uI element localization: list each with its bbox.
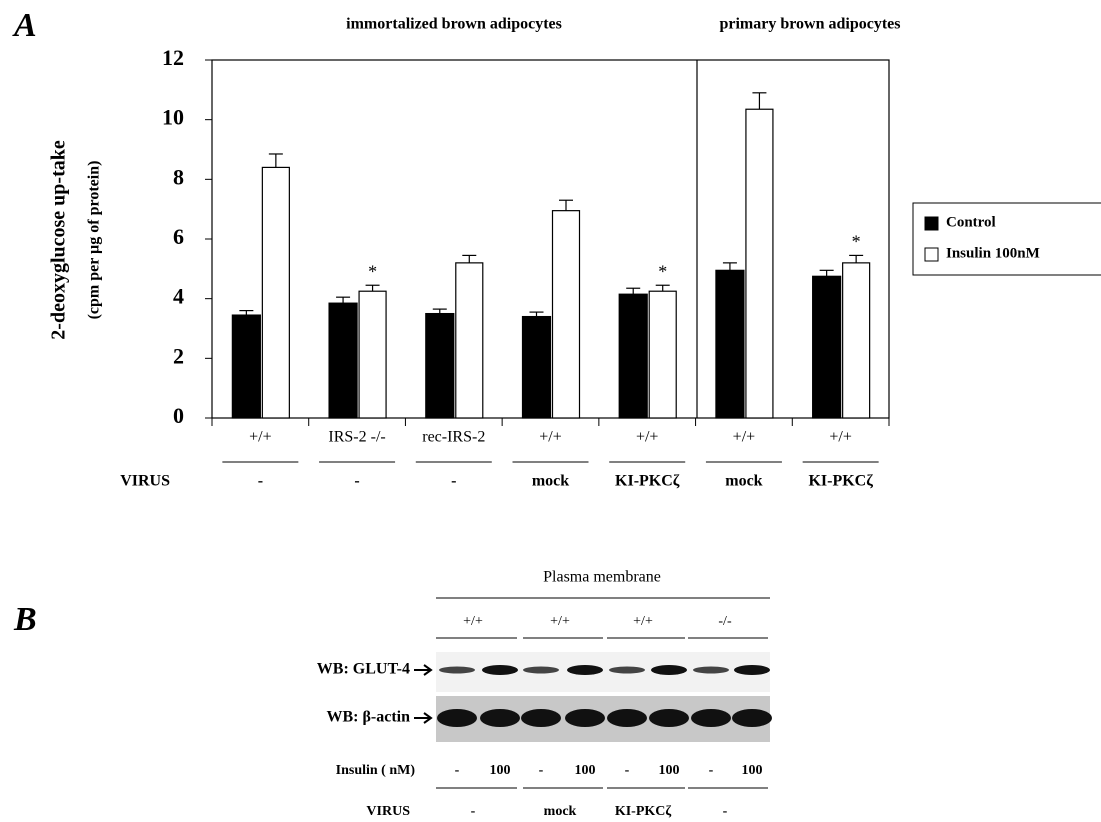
band bbox=[437, 709, 477, 727]
band bbox=[609, 667, 645, 674]
virus-label: - bbox=[451, 473, 456, 490]
bar bbox=[716, 270, 744, 418]
significance: * bbox=[658, 261, 667, 281]
row-label: VIRUS bbox=[366, 804, 410, 819]
genotype-label: +/+ bbox=[463, 614, 483, 629]
virus-label: KI-PKCζ bbox=[615, 473, 680, 490]
x-tick-label: +/+ bbox=[829, 429, 852, 446]
significance: * bbox=[852, 232, 861, 252]
virus-label: - bbox=[258, 473, 263, 490]
band bbox=[651, 665, 687, 675]
insulin-label: - bbox=[709, 763, 714, 778]
y-tick-label: 6 bbox=[173, 224, 184, 249]
band bbox=[649, 709, 689, 727]
bar bbox=[746, 109, 773, 418]
arrow bbox=[414, 713, 431, 723]
bar bbox=[359, 291, 386, 418]
virus-label: mock bbox=[532, 473, 569, 490]
band bbox=[693, 667, 729, 674]
page: {"chart_data": {"type": "bar", "panel_la… bbox=[0, 0, 1101, 822]
y-tick-label: 0 bbox=[173, 403, 184, 428]
band bbox=[734, 665, 770, 675]
band bbox=[523, 667, 559, 674]
bar bbox=[649, 291, 676, 418]
y-tick-label: 8 bbox=[173, 164, 184, 189]
significance: * bbox=[368, 261, 377, 281]
bar bbox=[619, 294, 647, 418]
bar bbox=[456, 263, 483, 418]
band bbox=[567, 665, 603, 675]
x-tick-label: +/+ bbox=[733, 429, 756, 446]
bar bbox=[843, 263, 870, 418]
x-tick-label: +/+ bbox=[249, 429, 272, 446]
band bbox=[607, 709, 647, 727]
virus-label: - bbox=[354, 473, 359, 490]
bar bbox=[523, 317, 551, 418]
legend-label: Insulin 100nM bbox=[946, 245, 1040, 261]
legend-swatch bbox=[925, 217, 938, 230]
bar bbox=[329, 303, 357, 418]
x-tick-label: rec-IRS-2 bbox=[422, 429, 485, 446]
blot-title: Plasma membrane bbox=[543, 569, 661, 586]
band bbox=[691, 709, 731, 727]
bar bbox=[262, 167, 289, 418]
insulin-label: 100 bbox=[490, 763, 511, 778]
insulin-label: - bbox=[625, 763, 630, 778]
panel-label: A bbox=[12, 7, 37, 44]
virus-label: KI-PKCζ bbox=[615, 804, 672, 819]
bar bbox=[232, 315, 260, 418]
virus-label: mock bbox=[544, 804, 577, 819]
panel-label: B bbox=[13, 601, 37, 638]
legend-label: Control bbox=[946, 214, 996, 230]
group-header: primary brown adipocytes bbox=[719, 16, 900, 33]
insulin-label: - bbox=[455, 763, 460, 778]
band bbox=[482, 665, 518, 675]
band bbox=[439, 667, 475, 674]
x-tick-label: +/+ bbox=[636, 429, 659, 446]
bar bbox=[426, 314, 454, 418]
y-tick-label: 2 bbox=[173, 343, 184, 368]
band bbox=[565, 709, 605, 727]
virus-label: KI-PKCζ bbox=[808, 473, 873, 490]
genotype-label: +/+ bbox=[550, 614, 570, 629]
virus-label: - bbox=[471, 804, 476, 819]
virus-label: mock bbox=[725, 473, 762, 490]
band bbox=[480, 709, 520, 727]
legend-box bbox=[913, 203, 1101, 275]
figure: A immortalized brown adipocytes primary … bbox=[0, 0, 1101, 822]
arrow bbox=[414, 665, 431, 675]
row-label: WB: β-actin bbox=[326, 709, 410, 726]
insulin-label: - bbox=[539, 763, 544, 778]
x-tick-label: IRS-2 -/- bbox=[328, 429, 385, 446]
row-label: Insulin ( nM) bbox=[336, 763, 416, 778]
row-label: WB: GLUT-4 bbox=[317, 661, 410, 678]
insulin-label: 100 bbox=[575, 763, 596, 778]
x-tick-label: +/+ bbox=[539, 429, 562, 446]
band bbox=[521, 709, 561, 727]
y-tick-label: 4 bbox=[173, 284, 184, 309]
y-axis-title: 2-deoxyglucose up-take bbox=[48, 140, 70, 340]
bar bbox=[553, 211, 580, 418]
y-axis-subtitle: (cpm per µg of protein) bbox=[86, 161, 103, 320]
group-header: immortalized brown adipocytes bbox=[346, 16, 562, 33]
insulin-label: 100 bbox=[659, 763, 680, 778]
legend-swatch bbox=[925, 248, 938, 261]
y-tick-label: 12 bbox=[162, 45, 184, 70]
insulin-label: 100 bbox=[742, 763, 763, 778]
bar bbox=[813, 276, 841, 418]
y-tick-label: 10 bbox=[162, 105, 184, 130]
band bbox=[732, 709, 772, 727]
row-label: VIRUS bbox=[120, 473, 170, 490]
virus-label: - bbox=[723, 804, 728, 819]
genotype-label: -/- bbox=[718, 614, 732, 629]
genotype-label: +/+ bbox=[633, 614, 653, 629]
